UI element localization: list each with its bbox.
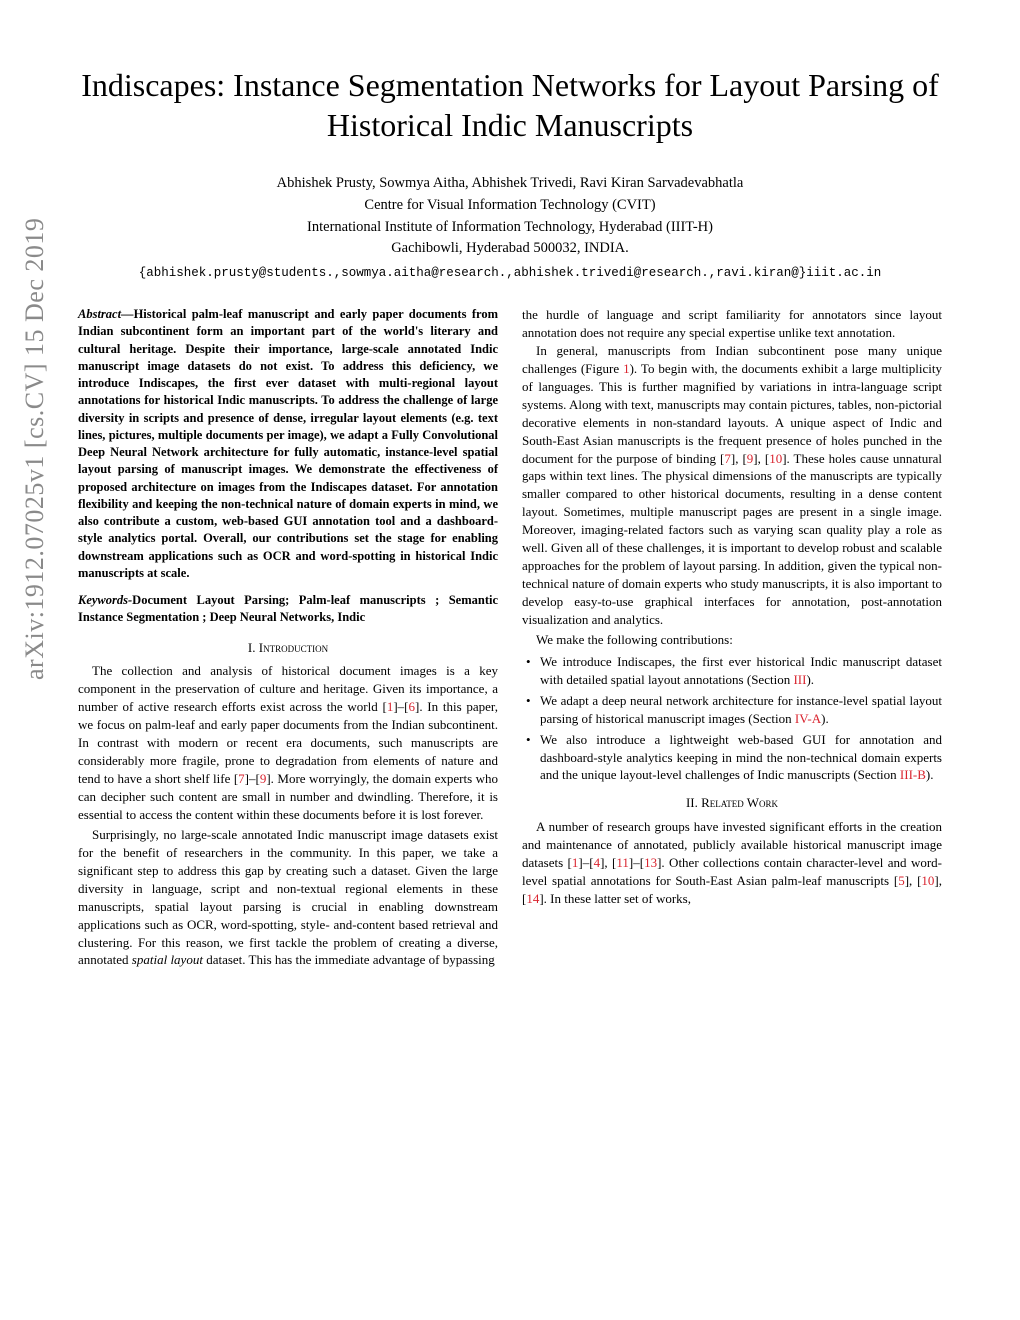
text-run: ]–[ bbox=[245, 771, 260, 786]
text-run: ], [ bbox=[731, 451, 747, 466]
section-1-heading: I. Introduction bbox=[78, 639, 498, 657]
cite-10[interactable]: 10 bbox=[769, 451, 782, 466]
text-run: ]–[ bbox=[578, 855, 593, 870]
cite-10b[interactable]: 10 bbox=[921, 873, 934, 888]
contributions-list: We introduce Indiscapes, the first ever … bbox=[522, 653, 942, 785]
contribution-3: We also introduce a lightweight web-base… bbox=[540, 731, 942, 785]
section-ref-iii-b[interactable]: III-B bbox=[900, 767, 926, 782]
authors-block: Abhishek Prusty, Sowmya Aitha, Abhishek … bbox=[78, 173, 942, 260]
contributions-lead: We make the following contributions: bbox=[522, 631, 942, 649]
abstract-label: Abstract— bbox=[78, 307, 134, 321]
text-run: We also introduce a lightweight web-base… bbox=[540, 732, 942, 783]
text-run: ]–[ bbox=[393, 699, 408, 714]
abstract-text: Historical palm-leaf manuscript and earl… bbox=[78, 307, 498, 580]
page-content: Indiscapes: Instance Segmentation Networ… bbox=[0, 0, 1020, 1011]
keywords-label: Keywords- bbox=[78, 593, 132, 607]
right-column: the hurdle of language and script famili… bbox=[522, 306, 942, 971]
arxiv-stamp: arXiv:1912.07025v1 [cs.CV] 15 Dec 2019 bbox=[20, 218, 50, 680]
cite-11[interactable]: 11 bbox=[616, 855, 629, 870]
affiliation-1: Centre for Visual Information Technology… bbox=[78, 195, 942, 217]
affiliation-3: Gachibowli, Hyderabad 500032, INDIA. bbox=[78, 238, 942, 260]
contribution-1: We introduce Indiscapes, the first ever … bbox=[540, 653, 942, 689]
left-column: Abstract—Historical palm-leaf manuscript… bbox=[78, 306, 498, 971]
text-run: ], [ bbox=[753, 451, 769, 466]
affiliation-2: International Institute of Information T… bbox=[78, 217, 942, 239]
section-2-heading: II. Related Work bbox=[522, 794, 942, 812]
contribution-2: We adapt a deep neural network architect… bbox=[540, 692, 942, 728]
text-run: ). bbox=[926, 767, 934, 782]
keywords-text: Document Layout Parsing; Palm-leaf manus… bbox=[78, 593, 498, 624]
related-work-para-1: A number of research groups have investe… bbox=[522, 818, 942, 908]
col2-para-1: the hurdle of language and script famili… bbox=[522, 306, 942, 342]
abstract: Abstract—Historical palm-leaf manuscript… bbox=[78, 306, 498, 582]
text-run: We adapt a deep neural network architect… bbox=[540, 693, 942, 726]
authors-line: Abhishek Prusty, Sowmya Aitha, Abhishek … bbox=[78, 173, 942, 195]
text-run: ). bbox=[821, 711, 829, 726]
text-run: ]. In these latter set of works, bbox=[539, 891, 691, 906]
author-emails: {abhishek.prusty@students.,sowmya.aitha@… bbox=[78, 266, 942, 280]
text-run: ]–[ bbox=[629, 855, 644, 870]
text-run: ). bbox=[806, 672, 814, 687]
text-run: Surprisingly, no large-scale annotated I… bbox=[78, 827, 498, 968]
intro-para-2: Surprisingly, no large-scale annotated I… bbox=[78, 826, 498, 970]
two-column-body: Abstract—Historical palm-leaf manuscript… bbox=[78, 306, 942, 971]
intro-para-1: The collection and analysis of historica… bbox=[78, 662, 498, 823]
text-run: ], [ bbox=[905, 873, 922, 888]
section-ref-iii[interactable]: III bbox=[793, 672, 806, 687]
cite-14[interactable]: 14 bbox=[526, 891, 539, 906]
paper-title: Indiscapes: Instance Segmentation Networ… bbox=[78, 65, 942, 145]
cite-13[interactable]: 13 bbox=[644, 855, 657, 870]
text-run: ]. These holes cause unnatural gaps with… bbox=[522, 451, 942, 627]
col2-para-2: In general, manuscripts from Indian subc… bbox=[522, 342, 942, 629]
keywords: Keywords-Document Layout Parsing; Palm-l… bbox=[78, 592, 498, 627]
text-run: We introduce Indiscapes, the first ever … bbox=[540, 654, 942, 687]
italic-spatial-layout: spatial layout bbox=[132, 952, 203, 967]
text-run: dataset. This has the immediate advantag… bbox=[203, 952, 495, 967]
text-run: ], [ bbox=[600, 855, 616, 870]
section-ref-iv-a[interactable]: IV-A bbox=[795, 711, 821, 726]
